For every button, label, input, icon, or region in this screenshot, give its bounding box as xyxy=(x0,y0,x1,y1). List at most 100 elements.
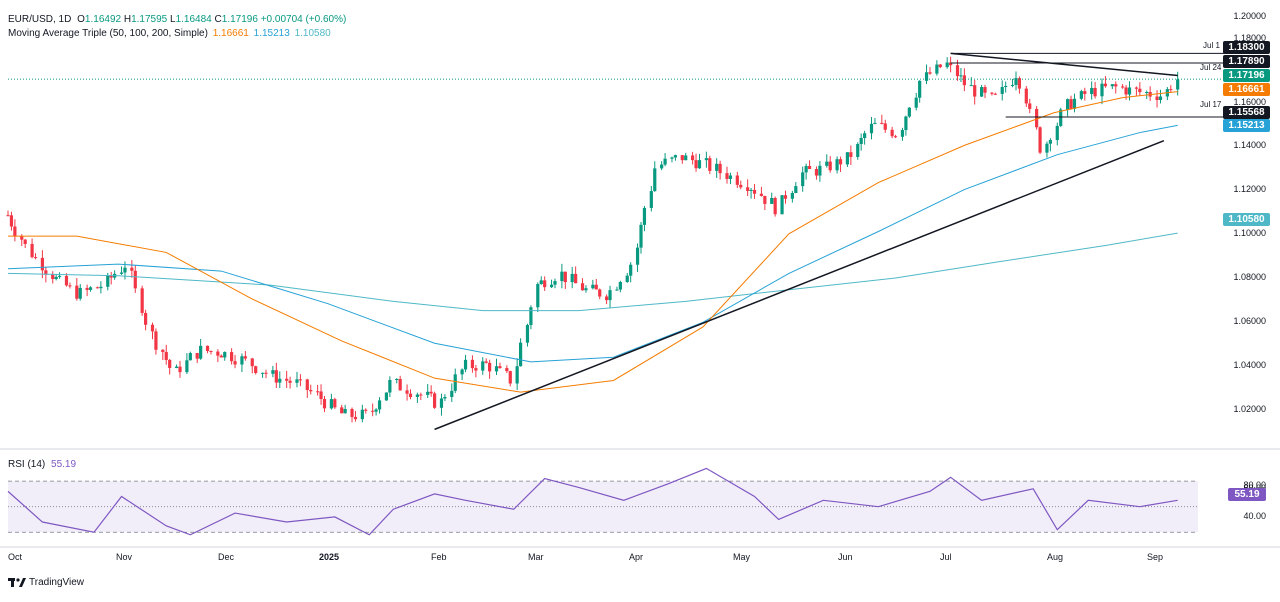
candle-body xyxy=(144,312,148,325)
candle-body xyxy=(205,345,210,352)
time-tick: Feb xyxy=(431,552,447,562)
candle-body xyxy=(188,353,192,361)
candle-body xyxy=(1038,127,1042,153)
open-label: O xyxy=(77,14,85,25)
candle-body xyxy=(890,129,894,137)
time-tick: Apr xyxy=(629,552,644,562)
candle-body xyxy=(140,288,144,313)
support-trendline xyxy=(434,140,1165,431)
candle-body xyxy=(804,166,808,173)
price-tick: 1.14000 xyxy=(1233,140,1266,150)
candle-body xyxy=(254,366,258,373)
candle-body xyxy=(6,215,10,217)
level-label-jul1: Jul 1 xyxy=(1203,41,1220,50)
candle-body xyxy=(164,351,168,360)
price-tick: 1.20000 xyxy=(1233,11,1266,21)
candle-body xyxy=(639,224,643,248)
candle-body xyxy=(955,65,960,77)
candle-body xyxy=(1176,79,1180,90)
candle-body xyxy=(429,391,433,394)
candle-body xyxy=(539,280,543,285)
price-tick: 1.06000 xyxy=(1233,316,1266,326)
candle-body xyxy=(209,351,213,353)
candle-body xyxy=(670,157,674,159)
candle-body xyxy=(938,64,942,68)
candle-body xyxy=(322,398,327,409)
candle-body xyxy=(553,281,557,285)
rsi-line xyxy=(7,467,1178,536)
candle-body xyxy=(1017,78,1022,89)
candle-body xyxy=(240,356,244,365)
candle-body xyxy=(518,342,523,367)
price-tick: 1.10000 xyxy=(1233,228,1266,238)
candle-body xyxy=(629,264,633,276)
rsi-legend[interactable]: RSI (14) 55.19 xyxy=(8,458,76,471)
candle-body xyxy=(419,394,423,396)
symbol-legend: EUR/USD, 1D O1.16492 H1.17595 L1.16484 C… xyxy=(8,13,346,26)
tag-jul17: 1.15568 xyxy=(1223,106,1270,119)
candle-body xyxy=(233,361,237,365)
candle-body xyxy=(264,372,268,374)
resistance-trendline xyxy=(950,52,1178,77)
candle-body xyxy=(1055,125,1059,141)
candle-body xyxy=(398,378,402,391)
high-value: 1.17595 xyxy=(131,14,168,25)
candle-body xyxy=(746,187,750,191)
candle-body xyxy=(859,138,863,145)
time-tick: Oct xyxy=(8,552,23,562)
candle-body xyxy=(949,62,953,66)
candle-body xyxy=(488,362,492,372)
low-value: 1.16484 xyxy=(175,14,212,25)
candle-body xyxy=(735,175,739,185)
tag-close: 1.17196 xyxy=(1223,69,1270,82)
candle-body xyxy=(900,130,905,137)
candle-body xyxy=(615,289,619,291)
candle-body xyxy=(453,374,457,391)
candle-body xyxy=(384,392,389,401)
candle-body xyxy=(1134,87,1138,89)
candle-body xyxy=(580,283,585,291)
symbol-label[interactable]: EUR/USD, 1D xyxy=(8,14,72,25)
candle-body xyxy=(13,226,17,237)
ma-label: Moving Average Triple (50, 100, 200, Sim… xyxy=(8,28,208,39)
candle-body xyxy=(443,396,447,399)
ma200-value: 1.10580 xyxy=(294,28,331,39)
candle-body xyxy=(88,287,93,290)
candle-body xyxy=(278,378,282,383)
candle-body xyxy=(199,345,203,359)
candle-body xyxy=(924,72,929,81)
candle-body xyxy=(979,87,984,97)
ma-legend[interactable]: Moving Average Triple (50, 100, 200, Sim… xyxy=(8,27,331,40)
candle-body xyxy=(174,366,179,368)
ma100-line xyxy=(7,124,1178,363)
candle-body xyxy=(405,390,409,394)
candle-body xyxy=(749,189,753,191)
candle-body xyxy=(1035,108,1039,128)
candle-body xyxy=(1028,103,1032,109)
candle-body xyxy=(649,191,653,208)
tradingview-logo[interactable]: TradingView xyxy=(8,577,84,588)
candle-body xyxy=(838,159,843,165)
price-tick: 1.18000 xyxy=(1233,33,1266,43)
candle-body xyxy=(295,379,299,383)
candle-body xyxy=(691,155,695,161)
candle-body xyxy=(274,370,278,383)
candle-body xyxy=(119,272,124,274)
candle-body xyxy=(794,186,798,193)
time-tick: May xyxy=(733,552,751,562)
candle-body xyxy=(23,239,27,244)
candle-body xyxy=(907,107,911,117)
candle-body xyxy=(415,394,419,397)
candle-body xyxy=(474,368,478,371)
candle-body xyxy=(130,267,134,271)
candle-body xyxy=(708,158,712,171)
candle-body xyxy=(109,275,113,278)
tag-jul1: 1.18300 xyxy=(1223,41,1270,54)
candle-body xyxy=(243,356,247,359)
candle-body xyxy=(780,195,784,215)
tradingview-icon xyxy=(8,577,26,587)
close-label: C xyxy=(214,14,222,25)
candle-body xyxy=(973,85,977,97)
